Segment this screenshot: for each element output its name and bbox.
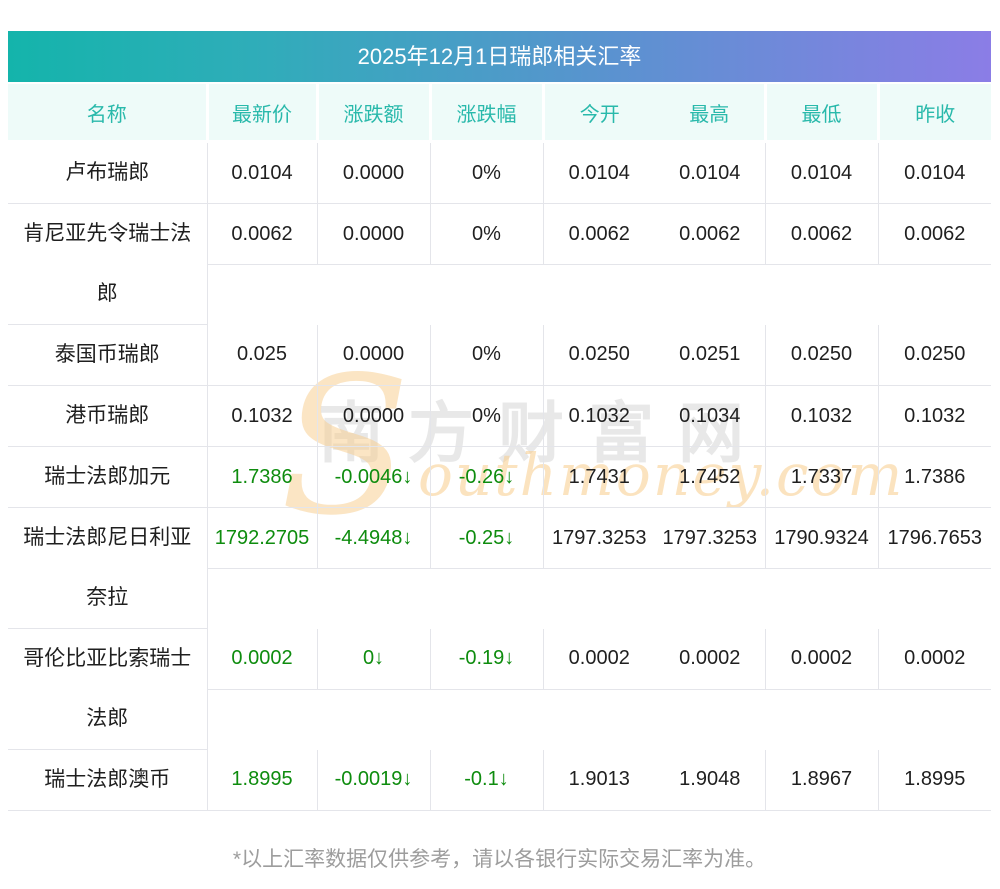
table-row: 泰国币瑞郎 0.025 0.0000 0% 0.0250 0.0251 0.0250 0.02… <box>8 324 991 386</box>
cell-low: 1.7337 <box>765 446 879 508</box>
col-header-high: 最高 <box>655 84 767 143</box>
cell-low: 0.0104 <box>765 141 879 204</box>
col-header-change-pct: 涨跌幅 <box>430 84 545 143</box>
cell-high: 0.1034 <box>655 385 766 447</box>
cell-change: 0.0000 <box>317 141 431 204</box>
cell-change-pct: -0.19↓ <box>430 628 544 690</box>
cell-low: 0.0250 <box>765 324 879 386</box>
cell-change-pct: -0.1↓ <box>430 749 544 811</box>
currency-pair-name: 哥伦比亚比索瑞士法郎 <box>8 628 208 750</box>
cell-open: 0.0250 <box>543 324 655 386</box>
currency-pair-name: 卢布瑞郎 <box>8 141 208 204</box>
cell-open: 1.7431 <box>543 446 655 508</box>
col-header-low: 最低 <box>765 84 880 143</box>
cell-latest: 0.0062 <box>207 203 318 266</box>
cell-change-pct: -0.26↓ <box>430 446 544 508</box>
table-row: 瑞士法郎澳币 1.8995 -0.0019↓ -0.1↓ 1.9013 1.9048 1.8… <box>8 749 991 811</box>
table-row: 哥伦比亚比索瑞士法郎 0.0002 0↓ -0.19↓ 0.0002 0.0002 0.00… <box>8 628 991 750</box>
currency-pair-name: 瑞士法郎澳币 <box>8 749 208 811</box>
cell-open: 0.1032 <box>543 385 655 447</box>
cell-high: 0.0104 <box>655 141 766 204</box>
cell-change-pct: 0% <box>430 385 544 447</box>
cell-change-pct: 0% <box>430 203 544 266</box>
cell-change: 0↓ <box>317 628 431 690</box>
cell-latest: 1792.2705 <box>207 507 318 570</box>
cell-open: 1.9013 <box>543 749 655 811</box>
table-row: 港币瑞郎 0.1032 0.0000 0% 0.1032 0.1034 0.1032 0.10… <box>8 385 991 447</box>
cell-prev-close: 1.8995 <box>878 749 991 811</box>
page-title: 2025年12月1日瑞郎相关汇率 <box>8 31 991 82</box>
exchange-rate-table: 名称 最新价 涨跌额 涨跌幅 今开 最高 最低 昨收 卢布瑞郎 0.0104 0.0… <box>8 84 991 811</box>
cell-change-pct: -0.25↓ <box>430 507 544 570</box>
spacer-cell <box>207 265 991 325</box>
disclaimer-note: *以上汇率数据仅供参考，请以各银行实际交易汇率为准。 <box>232 848 767 871</box>
cell-latest: 0.1032 <box>207 385 318 447</box>
col-header-latest: 最新价 <box>207 84 319 143</box>
cell-latest: 0.025 <box>207 324 318 386</box>
currency-pair-name: 瑞士法郎加元 <box>8 446 208 508</box>
cell-latest: 1.8995 <box>207 749 318 811</box>
cell-prev-close: 0.0250 <box>878 324 991 386</box>
cell-open: 0.0002 <box>543 628 655 690</box>
cell-prev-close: 0.0062 <box>878 203 991 266</box>
table-body: 卢布瑞郎 0.0104 0.0000 0% 0.0104 0.0104 0.0104 0.01… <box>8 141 991 811</box>
currency-pair-name: 肯尼亚先令瑞士法郎 <box>8 203 208 325</box>
cell-prev-close: 0.0104 <box>878 141 991 204</box>
cell-latest: 0.0002 <box>207 628 318 690</box>
cell-high: 0.0251 <box>655 324 766 386</box>
cell-low: 0.0002 <box>765 628 879 690</box>
cell-high: 1797.3253 <box>655 507 766 570</box>
cell-change: 0.0000 <box>317 203 431 266</box>
cell-prev-close: 1796.7653 <box>878 507 991 570</box>
spacer-cell <box>207 690 991 750</box>
cell-change: -0.0019↓ <box>317 749 431 811</box>
col-header-open: 今开 <box>543 84 655 143</box>
cell-open: 0.0062 <box>543 203 655 266</box>
cell-change: -0.0046↓ <box>317 446 431 508</box>
cell-change: -4.4948↓ <box>317 507 431 570</box>
table-row: 卢布瑞郎 0.0104 0.0000 0% 0.0104 0.0104 0.0104 0.01… <box>8 141 991 204</box>
cell-open: 1797.3253 <box>543 507 655 570</box>
cell-change: 0.0000 <box>317 385 431 447</box>
cell-low: 1790.9324 <box>765 507 879 570</box>
cell-change-pct: 0% <box>430 324 544 386</box>
table-header-row: 名称 最新价 涨跌额 涨跌幅 今开 最高 最低 昨收 <box>8 84 991 143</box>
cell-change: 0.0000 <box>317 324 431 386</box>
currency-pair-name: 港币瑞郎 <box>8 385 208 447</box>
cell-high: 0.0062 <box>655 203 766 266</box>
table-row: 肯尼亚先令瑞士法郎 0.0062 0.0000 0% 0.0062 0.0062 0.006… <box>8 203 991 325</box>
col-header-prev-close: 昨收 <box>878 84 991 143</box>
cell-prev-close: 1.7386 <box>878 446 991 508</box>
cell-open: 0.0104 <box>543 141 655 204</box>
table-row: 瑞士法郎加元 1.7386 -0.0046↓ -0.26↓ 1.7431 1.7452 1.… <box>8 446 991 508</box>
cell-change-pct: 0% <box>430 141 544 204</box>
cell-low: 0.0062 <box>765 203 879 266</box>
cell-high: 0.0002 <box>655 628 766 690</box>
currency-pair-name: 泰国币瑞郎 <box>8 324 208 386</box>
cell-prev-close: 0.0002 <box>878 628 991 690</box>
currency-pair-name: 瑞士法郎尼日利亚奈拉 <box>8 507 208 629</box>
cell-latest: 1.7386 <box>207 446 318 508</box>
cell-high: 1.9048 <box>655 749 766 811</box>
table-row: 瑞士法郎尼日利亚奈拉 1792.2705 -4.4948↓ -0.25↓ 1797.32… <box>8 507 991 629</box>
cell-latest: 0.0104 <box>207 141 318 204</box>
table-wrap: 南方财富网 S outhmoney.com 名称 最新价 涨跌额 涨跌幅 今开 … <box>8 84 991 811</box>
cell-low: 1.8967 <box>765 749 879 811</box>
cell-high: 1.7452 <box>655 446 766 508</box>
cell-low: 0.1032 <box>765 385 879 447</box>
spacer-cell <box>207 569 991 629</box>
cell-prev-close: 0.1032 <box>878 385 991 447</box>
col-header-name: 名称 <box>8 84 209 143</box>
col-header-change: 涨跌额 <box>317 84 432 143</box>
